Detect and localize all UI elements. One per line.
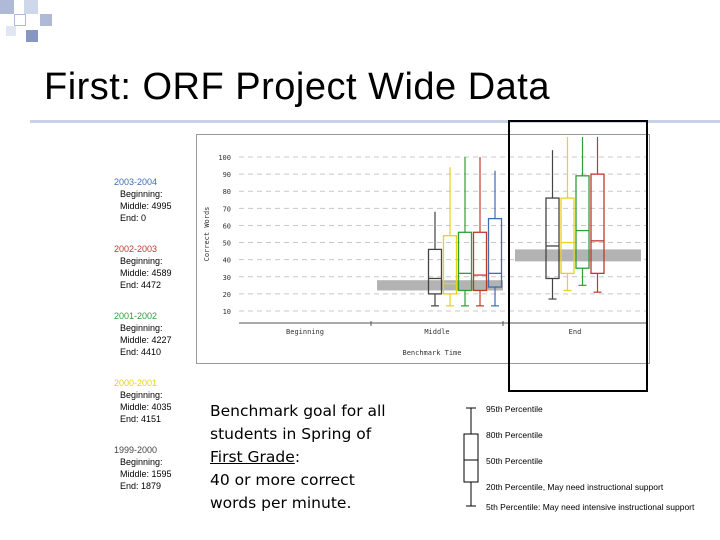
box-iqr bbox=[457, 231, 473, 292]
benchmark-goal-text: Benchmark goal for all students in Sprin… bbox=[210, 400, 440, 515]
percentile-95-label: 95th Percentile bbox=[486, 404, 543, 414]
year-beginning: Beginning: bbox=[120, 457, 163, 467]
y-tick-label: 70 bbox=[223, 205, 231, 213]
percentile-20-label: 20th Percentile, May need instructional … bbox=[486, 482, 664, 492]
year-label: 2003-2004 bbox=[114, 177, 158, 187]
x-tick-label: Middle bbox=[424, 328, 449, 336]
year-beginning: Beginning: bbox=[120, 323, 163, 333]
box-iqr bbox=[442, 235, 458, 295]
deco-square bbox=[0, 0, 14, 14]
y-tick-label: 30 bbox=[223, 274, 231, 282]
year-block: 2003-2004 Beginning: Middle: 4995 End: 0 bbox=[110, 176, 196, 224]
benchmark-grade-underlined: First Grade bbox=[210, 448, 295, 466]
year-end: End: 4151 bbox=[120, 414, 162, 424]
box-plot-chart: 10 20 30 40 50 60 70 80 90 100 Beginning Middle End B… bbox=[203, 137, 647, 357]
deco-square bbox=[26, 30, 38, 42]
benchmark-line: words per minute. bbox=[210, 494, 352, 512]
box-iqr bbox=[560, 197, 575, 275]
box-iqr bbox=[487, 217, 503, 288]
year-beginning: Beginning: bbox=[120, 189, 163, 199]
year-end: End: 0 bbox=[120, 213, 147, 223]
year-beginning: Beginning: bbox=[120, 390, 163, 400]
box-iqr bbox=[590, 173, 605, 275]
percentile-5-label: 5th Percentile: May need intensive instr… bbox=[486, 502, 695, 512]
box-iqr bbox=[472, 231, 488, 292]
x-axis-title: Benchmark Time bbox=[402, 349, 461, 357]
year-middle: Middle: 4589 bbox=[120, 268, 172, 278]
year-end: End: 4410 bbox=[120, 347, 162, 357]
year-label: 2001-2002 bbox=[114, 311, 158, 321]
y-axis-title: Correct Words bbox=[203, 207, 211, 262]
x-tick-label: Beginning bbox=[286, 328, 324, 336]
year-legend: 2003-2004 Beginning: Middle: 4995 End: 0… bbox=[110, 176, 196, 511]
y-tick-label: 100 bbox=[218, 154, 231, 162]
year-middle: Middle: 4227 bbox=[120, 335, 172, 345]
y-tick-label: 40 bbox=[223, 257, 231, 265]
deco-square bbox=[24, 0, 38, 14]
percentile-50-label: 50th Percentile bbox=[486, 456, 543, 466]
percentile-legend-box-icon bbox=[463, 407, 479, 507]
year-beginning: Beginning: bbox=[120, 256, 163, 266]
box-iqr bbox=[575, 175, 590, 269]
benchmark-line: students in Spring of bbox=[210, 425, 372, 443]
box-iqr bbox=[427, 248, 443, 295]
deco-square bbox=[40, 14, 52, 26]
chart-frame: 10 20 30 40 50 60 70 80 90 100 Beginning Middle End B… bbox=[196, 134, 650, 364]
year-block: 2001-2002 Beginning: Middle: 4227 End: 4… bbox=[110, 310, 196, 358]
year-block: 2002-2003 Beginning: Middle: 4589 End: 4… bbox=[110, 243, 196, 291]
box-layer bbox=[427, 137, 605, 307]
box-iqr bbox=[545, 197, 560, 280]
y-tick-label: 50 bbox=[223, 240, 231, 248]
percentile-legend: 95th Percentile 80th Percentile 50th Per… bbox=[462, 402, 712, 522]
title-divider bbox=[30, 120, 720, 123]
year-middle: Middle: 4035 bbox=[120, 402, 172, 412]
y-tick-label: 90 bbox=[223, 171, 231, 179]
year-label: 1999-2000 bbox=[114, 445, 158, 455]
benchmark-band bbox=[377, 280, 503, 291]
y-tick-label: 10 bbox=[223, 308, 231, 316]
benchmark-line: First Grade: bbox=[210, 446, 440, 469]
grid-layer bbox=[239, 156, 647, 312]
axis-layer: 10 20 30 40 50 60 70 80 90 100 Beginning Middle End B… bbox=[203, 154, 647, 357]
benchmark-line: 40 or more correct bbox=[210, 471, 355, 489]
y-tick-label: 20 bbox=[223, 291, 231, 299]
slide-title: First: ORF Project Wide Data bbox=[44, 66, 550, 108]
year-end: End: 1879 bbox=[120, 481, 162, 491]
year-end: End: 4472 bbox=[120, 280, 162, 290]
deco-square bbox=[14, 14, 26, 26]
deco-square bbox=[6, 26, 16, 36]
year-middle: Middle: 4995 bbox=[120, 201, 172, 211]
end-highlight-box bbox=[508, 120, 648, 392]
year-label: 2002-2003 bbox=[114, 244, 158, 254]
benchmark-line: Benchmark goal for all bbox=[210, 402, 386, 420]
year-middle: Middle: 1595 bbox=[120, 469, 172, 479]
band-layer bbox=[377, 249, 641, 291]
year-label: 2000-2001 bbox=[114, 378, 158, 388]
year-block: 2000-2001 Beginning: Middle: 4035 End: 4… bbox=[110, 377, 196, 425]
y-tick-label: 80 bbox=[223, 188, 231, 196]
benchmark-colon: : bbox=[294, 448, 301, 466]
y-tick-label: 60 bbox=[223, 222, 231, 230]
benchmark-band bbox=[515, 249, 641, 262]
percentile-80-label: 80th Percentile bbox=[486, 430, 543, 440]
year-block: 1999-2000 Beginning: Middle: 1595 End: 1… bbox=[110, 444, 196, 492]
x-tick-label: End bbox=[569, 328, 582, 336]
